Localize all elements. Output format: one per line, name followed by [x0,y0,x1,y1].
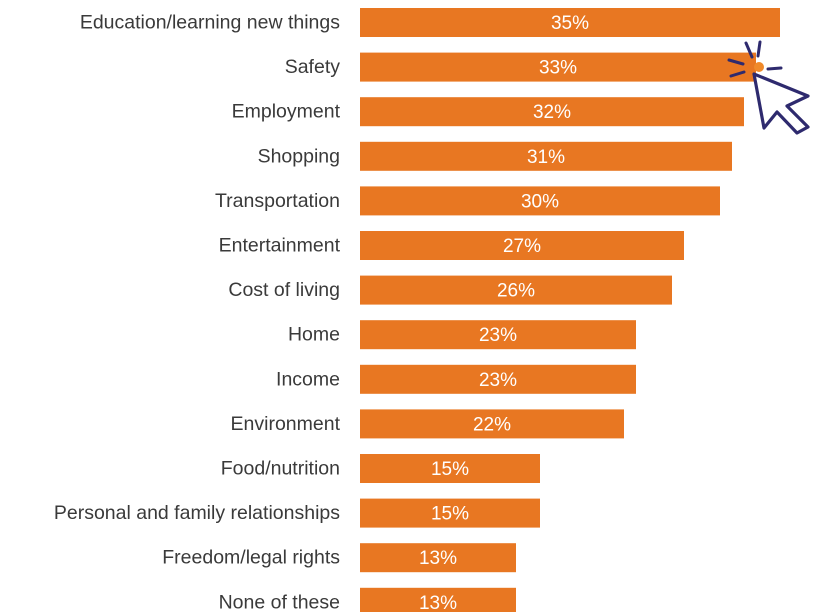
bar-7 [360,320,636,350]
category-label: Freedom/legal rights [162,547,340,569]
bar-4 [360,186,720,216]
click-dot [754,62,764,72]
value-label: 30% [521,191,559,212]
bar-0 [360,8,780,37]
value-label: 23% [479,325,517,346]
value-label: 13% [419,593,457,612]
category-label: Employment [232,101,341,123]
cursor-arrow [752,72,810,135]
bar-11 [360,498,540,528]
bar-2 [360,97,744,127]
category-label: Personal and family relationships [54,502,340,524]
category-label: Entertainment [219,235,341,257]
value-label: 35% [551,13,589,34]
category-label: Education/learning new things [80,12,340,34]
value-label: 15% [431,504,469,525]
value-label: 27% [503,236,541,257]
bar-1 [360,52,756,82]
bar-13 [360,587,516,612]
category-label: Home [288,324,340,346]
bars-layer: Education/learning new things 35% Safety 33… [54,8,780,612]
category-label: None of these [219,591,340,612]
category-label: Transportation [215,190,340,212]
category-label: Safety [285,56,341,78]
click-ray [727,58,745,66]
bar-5 [360,231,684,260]
category-label: Food/nutrition [221,458,340,480]
value-label: 33% [539,58,577,79]
bar-6 [360,275,672,305]
value-label: 32% [533,102,571,123]
value-label: 15% [431,459,469,480]
value-label: 31% [527,147,565,168]
category-label: Environment [231,413,341,435]
bar-8 [360,364,636,394]
category-label: Income [276,368,340,390]
value-label: 13% [419,548,457,569]
category-label: Cost of living [228,279,340,301]
value-label: 22% [473,414,511,435]
bar-10 [360,454,540,483]
click-ray [756,40,762,58]
category-label: Shopping [258,145,340,167]
bar-9 [360,409,624,439]
bar-12 [360,543,516,573]
bar-3 [360,141,732,171]
click-ray [766,66,783,71]
value-label: 23% [479,370,517,391]
click-ray [729,70,746,78]
cursor-click-icon [727,40,810,135]
click-ray [744,41,754,59]
value-label: 26% [497,281,535,302]
